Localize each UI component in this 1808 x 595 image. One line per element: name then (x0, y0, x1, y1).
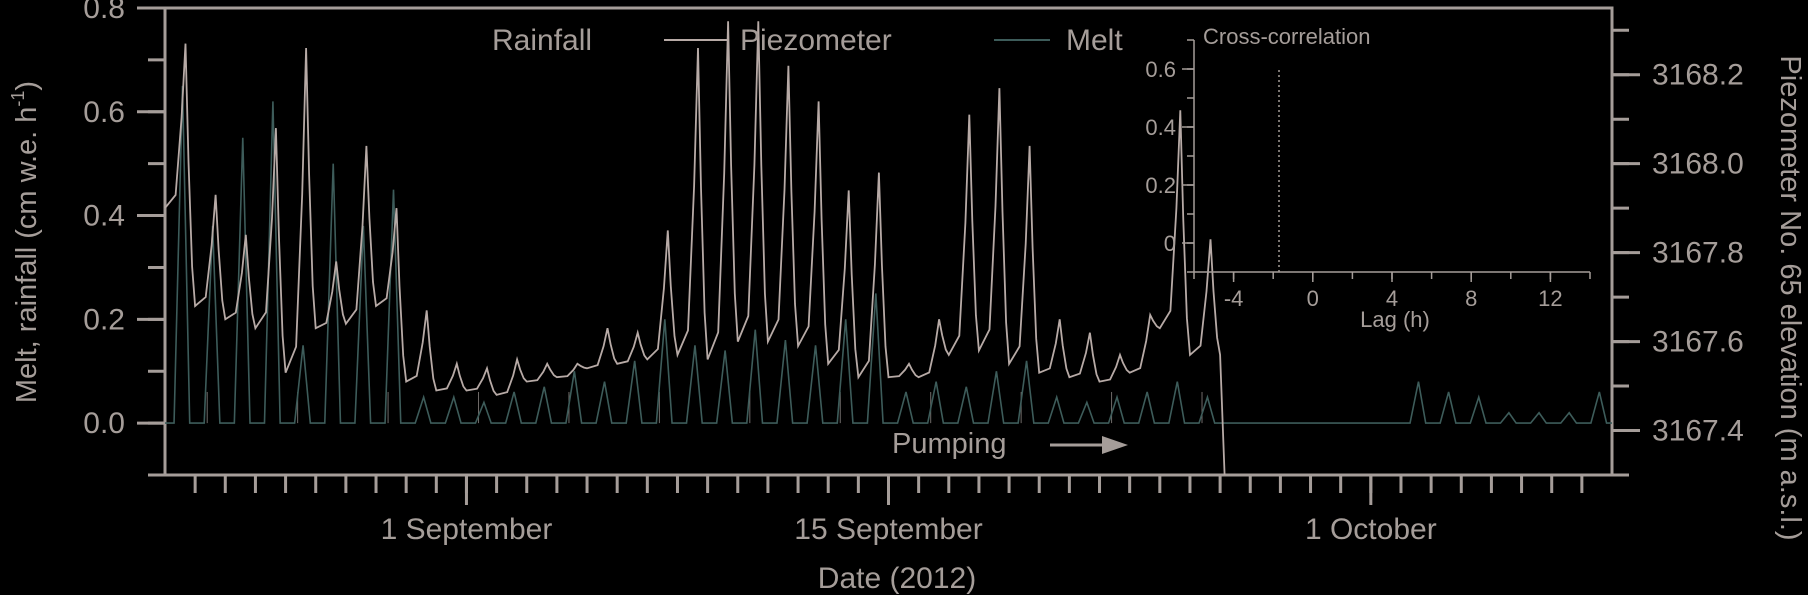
legend-label-melt: Melt (1066, 24, 1123, 57)
y-tick-label: 0.4 (83, 200, 125, 233)
y-tick-label: 0.6 (83, 96, 125, 129)
pumping-arrow-head (1102, 436, 1128, 454)
inset-y-ticks: 0 0.2 0.4 0.6 (1145, 39, 1194, 273)
inset-x-tick-label: -4 (1224, 286, 1244, 311)
inset-y-tick-label: 0.2 (1145, 173, 1176, 198)
y2-axis-label: Piezometer No. 65 elevation (m a.s.l.) (1774, 55, 1806, 540)
x-tick-label: 1 September (381, 513, 553, 546)
legend-label-rainfall: Rainfall (492, 24, 592, 57)
melt-series (165, 85, 1612, 424)
y-axis-label: Melt, rainfall (cm w.e. h-1) (8, 81, 43, 403)
y-tick-label: 0.2 (83, 303, 125, 336)
inset-y-tick-label: 0.4 (1145, 115, 1176, 140)
y2-tick-label: 3167.4 (1652, 415, 1744, 448)
y-tick-label: 0.0 (83, 407, 125, 440)
pumping-annotation: Pumping (892, 428, 1128, 460)
inset-y-tick-label: 0 (1164, 231, 1176, 256)
y2-tick-label: 3167.8 (1652, 237, 1744, 270)
y-axis-ticks: 0.0 0.2 0.4 0.6 0.8 (83, 0, 165, 477)
x-tick-label: 15 September (794, 513, 982, 546)
inset-title: Cross-correlation (1203, 24, 1371, 49)
y-tick-label: 0.8 (83, 0, 125, 25)
inset-x-tick-label: 8 (1465, 286, 1477, 311)
pumping-label: Pumping (892, 428, 1006, 460)
legend-label-piezometer: Piezometer (740, 24, 892, 57)
y2-axis-ticks: 3167.4 3167.6 3167.8 3168.0 3168.2 (1612, 28, 1744, 477)
inset-x-axis-label: Lag (h) (1360, 307, 1430, 332)
x-tick-label: 1 October (1305, 513, 1437, 546)
inset-x-ticks: -4 0 4 8 12 (1193, 272, 1591, 311)
y2-tick-label: 3168.2 (1652, 59, 1744, 92)
inset-x-tick-label: 0 (1307, 286, 1319, 311)
inset-x-tick-label: 12 (1538, 286, 1562, 311)
x-axis-label: Date (2012) (818, 562, 976, 595)
inset-y-tick-label: 0.6 (1145, 57, 1176, 82)
y2-tick-label: 3167.6 (1652, 326, 1744, 359)
inset-cross-correlation: Cross-correlation -4 0 4 8 12 0 0.2 0.4 0.6 Lag… (1145, 24, 1591, 332)
inset-x-tick-label: 4 (1386, 286, 1398, 311)
melt-line (165, 85, 1612, 424)
x-axis-ticks: 1 September 15 September 1 October (193, 475, 1584, 546)
legend: Rainfall Piezometer Melt (492, 24, 1123, 57)
y2-tick-label: 3168.0 (1652, 148, 1744, 181)
piezometer-line (164, 21, 1226, 476)
main-plot-frame (163, 6, 1614, 477)
